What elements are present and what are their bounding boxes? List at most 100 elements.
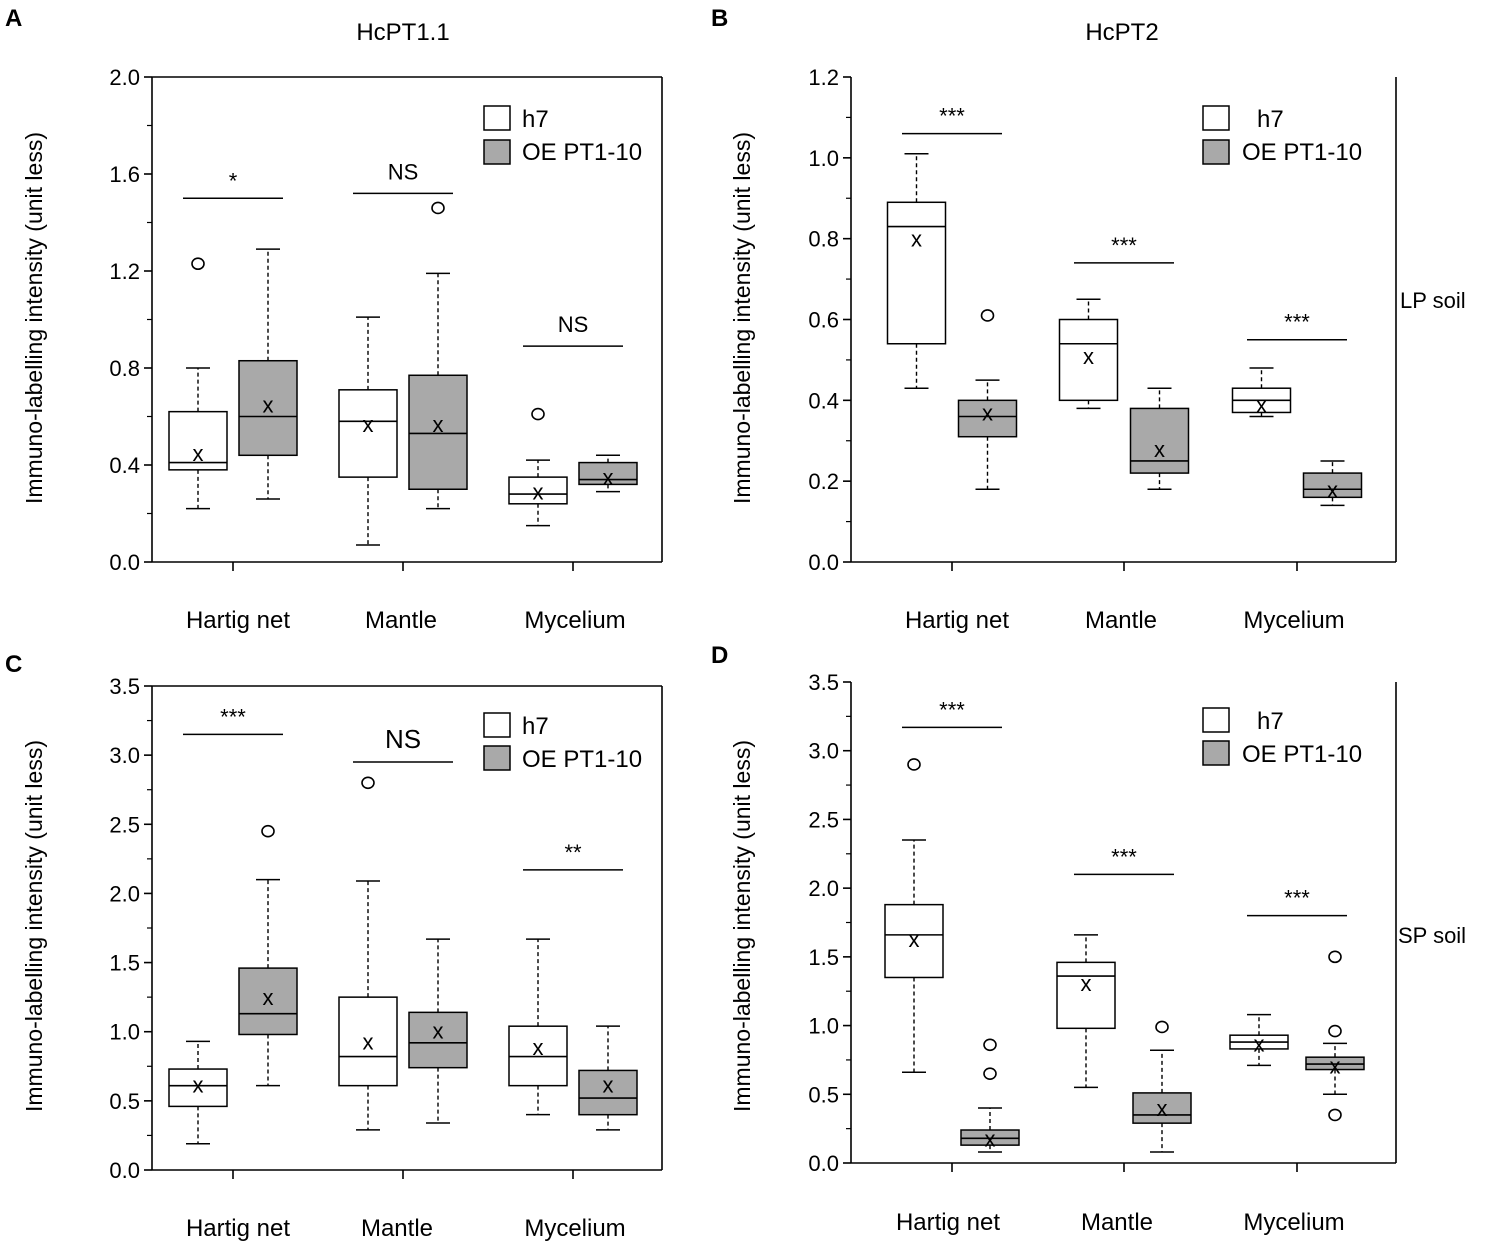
- x-tick-label: Hartig net: [186, 1215, 290, 1242]
- significance-label: ***: [939, 104, 965, 129]
- y-tick-label: 0.0: [808, 550, 839, 575]
- significance-label: NS: [558, 312, 589, 337]
- y-tick-label: 0.0: [109, 550, 140, 575]
- panel-label: D: [711, 642, 728, 669]
- box-iqr: [338, 996, 398, 1087]
- box-iqr: [1056, 961, 1116, 1030]
- box-iqr: [408, 1011, 468, 1069]
- outlier-point: [983, 1067, 997, 1080]
- y-axis-label: Immuno-labelling intensity (unit less): [21, 132, 47, 504]
- mean-marker: x: [193, 1072, 204, 1097]
- y-tick-label: 1.0: [808, 1014, 839, 1039]
- box-h7: x: [168, 1040, 228, 1145]
- y-tick-label: 1.2: [808, 65, 839, 90]
- box-h7: x: [508, 407, 568, 527]
- y-tick-label: 2.5: [109, 812, 140, 837]
- legend: h7 OE PT1-10: [1202, 707, 1362, 768]
- box-iqr: [884, 903, 944, 979]
- y-tick-label: 2.0: [109, 65, 140, 90]
- box-iqr: [886, 201, 947, 345]
- y-tick-label: 1.2: [109, 259, 140, 284]
- side-label-sp-soil: SP soil: [1398, 923, 1466, 948]
- y-tick-label: 0.6: [808, 308, 839, 333]
- y-tick-label: 3.5: [109, 674, 140, 699]
- y-tick-label: 0.4: [808, 388, 839, 413]
- panel-label: A: [5, 5, 22, 32]
- mean-marker: x: [363, 412, 374, 437]
- box-iqr: [168, 410, 228, 471]
- y-tick-label: 1.6: [109, 162, 140, 187]
- mean-marker: x: [1254, 1031, 1265, 1056]
- mean-marker: x: [1154, 437, 1165, 462]
- outlier-point: [1328, 1108, 1342, 1122]
- legend: h7 OE PT1-10: [483, 712, 642, 773]
- box-oe: x: [1132, 1020, 1192, 1153]
- plot-area: 0.0 0.5 1.0 1.5 2.0 2.5 3.0 3.5 x x x x x x *** *** ***: [808, 670, 1397, 1176]
- panel-title: HcPT2: [1085, 19, 1158, 46]
- box-oe: x: [408, 201, 468, 510]
- box-oe: x: [238, 248, 298, 500]
- box-iqr: [508, 476, 568, 505]
- x-tick-label: Hartig net: [905, 607, 1009, 634]
- significance-label: ***: [1284, 310, 1310, 335]
- significance-label: ***: [1111, 844, 1137, 869]
- x-tick-label: Hartig net: [186, 607, 290, 634]
- outlier-point: [261, 824, 275, 838]
- legend-swatch-oe: [1202, 740, 1230, 766]
- outlier-point: [983, 1038, 997, 1052]
- mean-marker: x: [603, 465, 614, 490]
- box-iqr: [1058, 318, 1119, 402]
- mean-marker: x: [603, 1072, 614, 1097]
- mean-marker: x: [909, 927, 920, 952]
- y-tick-label: 0.8: [808, 227, 839, 252]
- box-oe: x: [578, 1025, 638, 1131]
- x-tick-label: Mantle: [1085, 607, 1157, 634]
- y-tick-label: 2.0: [109, 881, 140, 906]
- mean-marker: x: [1083, 344, 1094, 369]
- y-axis-label: Immuno-labelling intensity (unit less): [729, 740, 755, 1112]
- x-tick-label: Hartig net: [896, 1209, 1000, 1236]
- outlier-point: [191, 257, 205, 271]
- x-tick-label: Mycelium: [524, 1215, 625, 1242]
- mean-marker: x: [1327, 477, 1338, 502]
- box-iqr: [957, 399, 1018, 438]
- legend-label-oe: OE PT1-10: [522, 746, 642, 773]
- x-tick-label: Mantle: [361, 1215, 433, 1242]
- box-oe: x: [1302, 460, 1363, 507]
- legend: h7 OE PT1-10: [483, 105, 642, 166]
- mean-marker: x: [1330, 1053, 1341, 1078]
- y-axis-label: Immuno-labelling intensity (unit less): [21, 740, 47, 1112]
- legend-label-h7: h7: [522, 106, 549, 133]
- x-tick-label: Mantle: [1081, 1209, 1153, 1236]
- panel-label: C: [5, 651, 22, 678]
- box-h7: x: [1229, 1013, 1289, 1067]
- box-h7: x: [1058, 298, 1119, 410]
- panel-d: D Immuno-labelling intensity (unit less)…: [711, 642, 1397, 1236]
- panel-a: A HcPT1.1 Immuno-labelling intensity (un…: [5, 5, 663, 634]
- panel-c: C Immuno-labelling intensity (unit less)…: [5, 651, 663, 1242]
- box-h7: x: [338, 316, 398, 546]
- mean-marker: x: [985, 1126, 996, 1151]
- y-axis-label: Immuno-labelling intensity (unit less): [729, 132, 755, 504]
- mean-marker: x: [433, 1018, 444, 1043]
- panel-b: B HcPT2 Immuno-labelling intensity (unit…: [711, 5, 1397, 634]
- y-tick-label: 0.4: [109, 453, 140, 478]
- y-tick-label: 3.0: [808, 739, 839, 764]
- box-iqr: [238, 967, 298, 1036]
- mean-marker: x: [193, 441, 204, 466]
- significance-label: ***: [220, 704, 246, 729]
- box-oe: x: [957, 309, 1018, 490]
- box-oe: x: [238, 824, 298, 1087]
- box-h7: x: [168, 257, 228, 510]
- box-h7: x: [1056, 934, 1116, 1089]
- box-oe: x: [1129, 387, 1190, 490]
- legend-swatch-h7: [1202, 707, 1230, 733]
- y-tick-label: 0.2: [808, 469, 839, 494]
- box-iqr: [338, 389, 398, 478]
- y-tick-label: 0.0: [808, 1151, 839, 1176]
- y-tick-label: 3.5: [808, 670, 839, 695]
- box-oe: x: [960, 1038, 1020, 1153]
- outlier-point: [1328, 950, 1342, 964]
- y-tick-label: 0.0: [109, 1158, 140, 1183]
- outlier-point: [1155, 1020, 1169, 1034]
